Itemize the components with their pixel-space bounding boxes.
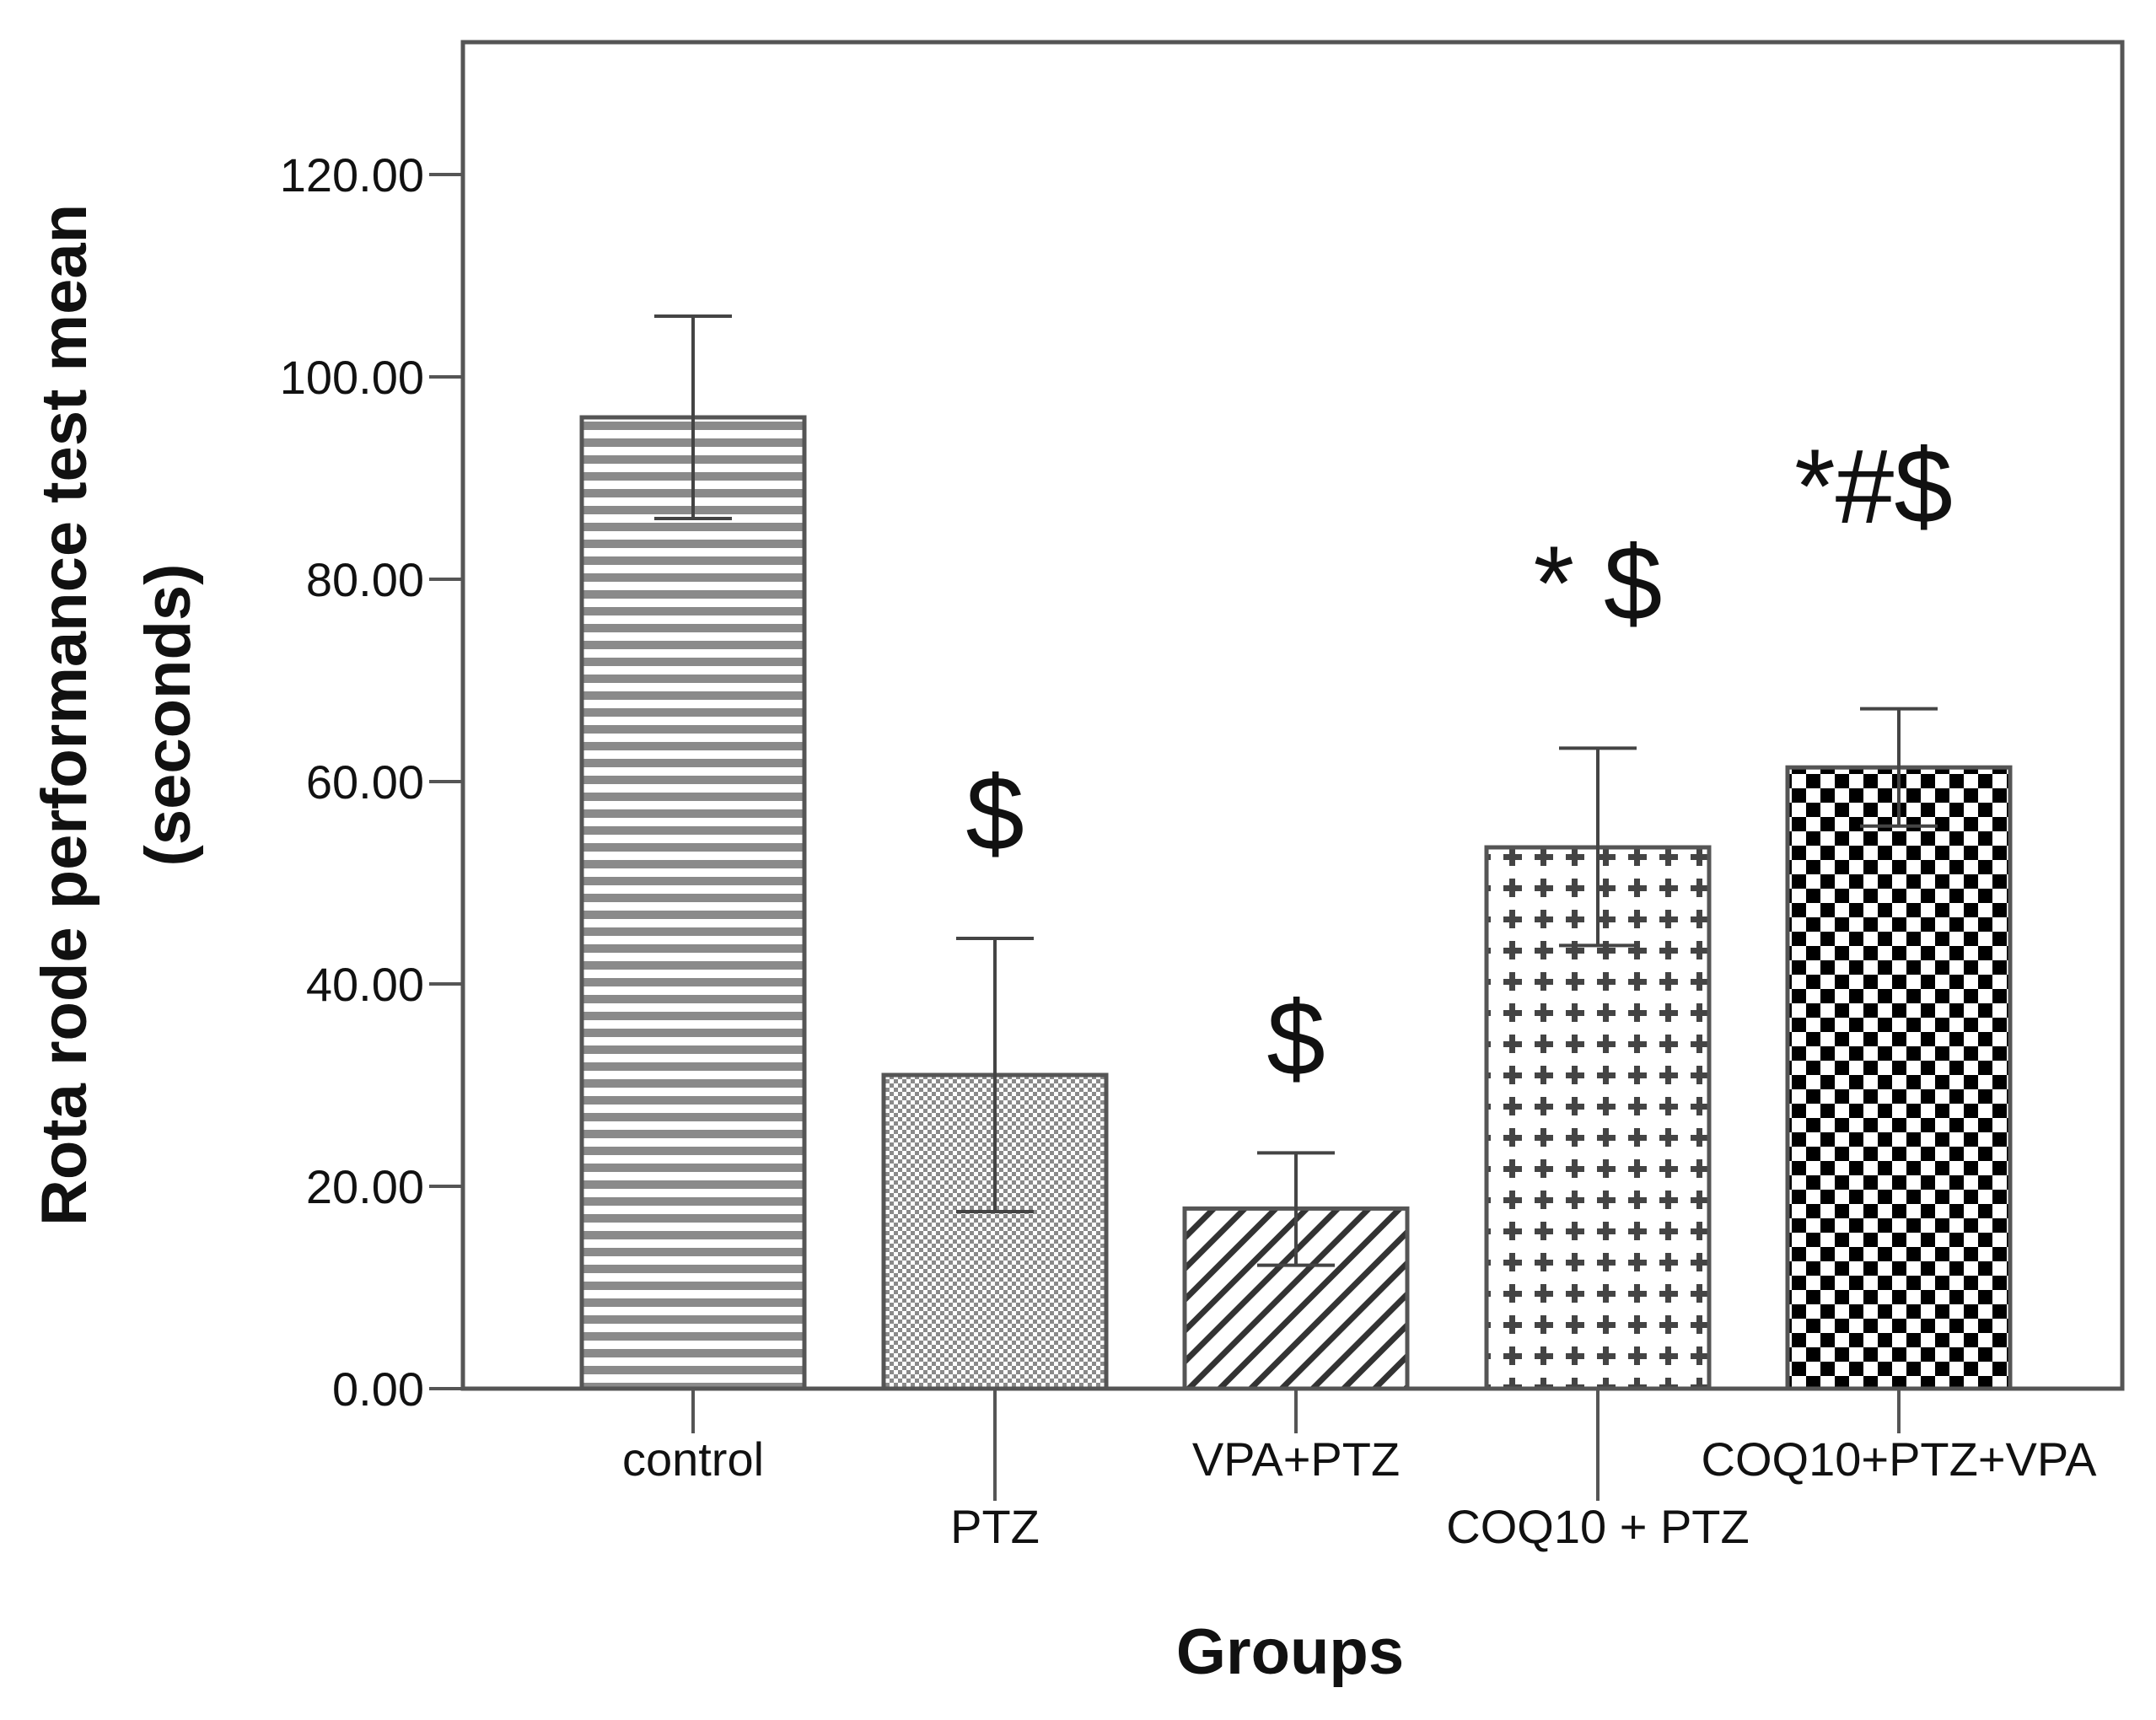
x-tick-label: PTZ: [950, 1500, 1040, 1553]
x-tick-label: control: [622, 1432, 764, 1486]
y-axis: 0.00 20.00 40.00 60.00 80.00 100.00 120.00: [280, 148, 463, 1416]
error-bar-4: [1559, 746, 1637, 948]
x-tick-label: VPA+PTZ: [1192, 1432, 1400, 1486]
bar-5: [1785, 765, 2013, 1391]
x-axis-title: Groups: [1176, 1616, 1404, 1688]
bar-1: [579, 415, 807, 1391]
y-tick-label: 20.00: [306, 1160, 424, 1213]
x-tick-label: COQ10+PTZ+VPA: [1702, 1432, 2098, 1486]
error-bar-1: [654, 314, 732, 520]
y-tick-label: 100.00: [280, 351, 424, 404]
y-tick-label: 40.00: [306, 958, 424, 1011]
error-bar-5: [1860, 707, 1938, 828]
error-bars-layer: [654, 314, 1938, 1267]
y-tick-label: 120.00: [280, 148, 424, 202]
significance-annotations: $ $ * $ *#$: [965, 428, 1953, 1098]
significance-marker: *#$: [1794, 428, 1953, 546]
y-axis-title-line1: Rota rode performance test mean: [29, 204, 100, 1226]
y-tick-label: 80.00: [306, 553, 424, 606]
error-bar-3: [1257, 1151, 1335, 1267]
y-tick-label: 0.00: [332, 1363, 424, 1416]
significance-marker: $: [1266, 981, 1325, 1098]
y-tick-label: 60.00: [306, 755, 424, 809]
significance-marker: * $: [1534, 525, 1663, 642]
x-tick-label: COQ10 + PTZ: [1446, 1500, 1749, 1553]
x-axis: control PTZ VPA+PTZ COQ10 + PTZ COQ10+PTZ+VP…: [622, 1389, 2097, 1553]
significance-marker: $: [965, 755, 1024, 873]
y-axis-title-line2: (seconds): [132, 564, 204, 867]
error-bar-2: [956, 937, 1034, 1213]
